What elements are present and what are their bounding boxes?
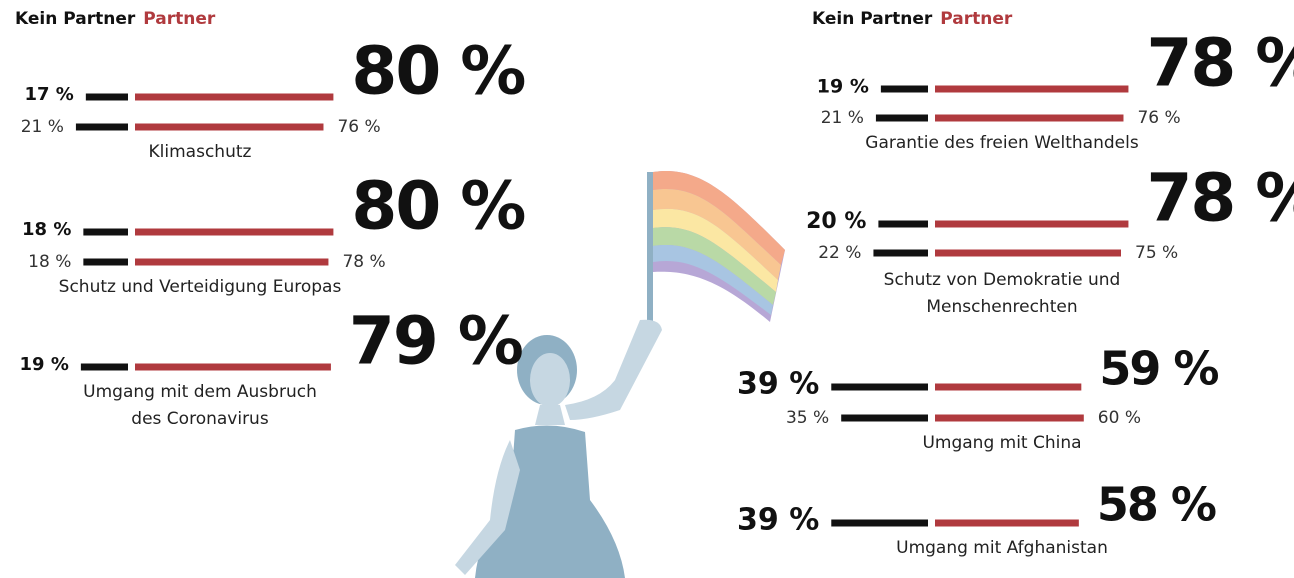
- category-label: Umgang mit China: [922, 433, 1081, 453]
- value-partner-big: 78 %: [1146, 24, 1294, 101]
- value-no-partner: 35 %: [786, 408, 829, 428]
- value-no-partner: 18 %: [22, 219, 71, 240]
- bar-partner: [135, 124, 323, 131]
- bar-no-partner: [83, 259, 128, 266]
- category-label: Menschenrechten: [926, 297, 1077, 317]
- value-no-partner: 19 %: [817, 76, 869, 98]
- value-partner: 78 %: [342, 252, 385, 272]
- bar-partner: [935, 520, 1079, 527]
- bar-no-partner: [86, 94, 128, 101]
- bar-no-partner: [873, 250, 928, 257]
- infographic: Kein Partner Partner Kein Partner Partner 17…: [0, 0, 1294, 578]
- value-no-partner: 20 %: [806, 209, 866, 234]
- bar-no-partner: [831, 520, 928, 527]
- legend-no-partner: Kein Partner: [812, 9, 933, 29]
- bar-no-partner: [878, 221, 928, 228]
- bar-partner: [935, 115, 1123, 122]
- bar-partner: [935, 221, 1128, 228]
- bar-no-partner: [76, 124, 128, 131]
- bar-partner: [135, 229, 333, 236]
- category-label: des Coronavirus: [131, 409, 269, 429]
- value-no-partner: 19 %: [20, 354, 69, 375]
- category-label: Klimaschutz: [149, 142, 252, 162]
- category-label: Garantie des freien Welthandels: [865, 133, 1139, 153]
- bar-no-partner: [831, 384, 928, 391]
- bar-partner: [935, 415, 1084, 422]
- bar-no-partner: [841, 415, 928, 422]
- value-partner-big: 58 %: [1097, 477, 1216, 531]
- legend: Kein Partner Partner: [15, 9, 216, 29]
- bar-partner: [935, 250, 1121, 257]
- value-partner: 76 %: [337, 117, 380, 137]
- value-partner: 76 %: [1137, 108, 1180, 128]
- legend-partner: Partner: [940, 9, 1013, 29]
- bar-no-partner: [81, 364, 128, 371]
- category-label: Schutz und Verteidigung Europas: [59, 277, 342, 297]
- value-no-partner: 22 %: [818, 243, 861, 263]
- value-partner-big: 80 %: [351, 167, 525, 244]
- value-no-partner: 21 %: [21, 117, 64, 137]
- bar-no-partner: [83, 229, 128, 236]
- bar-no-partner: [876, 115, 928, 122]
- category-label: Schutz von Demokratie und: [884, 270, 1121, 290]
- bar-partner: [135, 259, 328, 266]
- value-partner-big: 78 %: [1146, 159, 1294, 236]
- category-label: Umgang mit dem Ausbruch: [83, 382, 317, 402]
- bar-no-partner: [881, 86, 928, 93]
- category-label: Umgang mit Afghanistan: [896, 538, 1108, 558]
- value-no-partner: 21 %: [821, 108, 864, 128]
- legend-no-partner: Kein Partner: [15, 9, 136, 29]
- value-partner: 75 %: [1135, 243, 1178, 263]
- value-no-partner: 18 %: [28, 252, 71, 272]
- value-no-partner: 39 %: [737, 367, 819, 402]
- legend-partner: Partner: [143, 9, 216, 29]
- value-partner-big: 79 %: [349, 302, 523, 379]
- value-partner: 60 %: [1098, 408, 1141, 428]
- value-partner-big: 59 %: [1099, 341, 1218, 395]
- bar-partner: [135, 94, 333, 101]
- bar-partner: [935, 384, 1081, 391]
- legend: Kein Partner Partner: [812, 9, 1013, 29]
- bar-partner: [135, 364, 331, 371]
- value-no-partner: 39 %: [737, 503, 819, 538]
- value-partner-big: 80 %: [351, 32, 525, 109]
- value-no-partner: 17 %: [24, 84, 73, 105]
- bar-partner: [935, 86, 1128, 93]
